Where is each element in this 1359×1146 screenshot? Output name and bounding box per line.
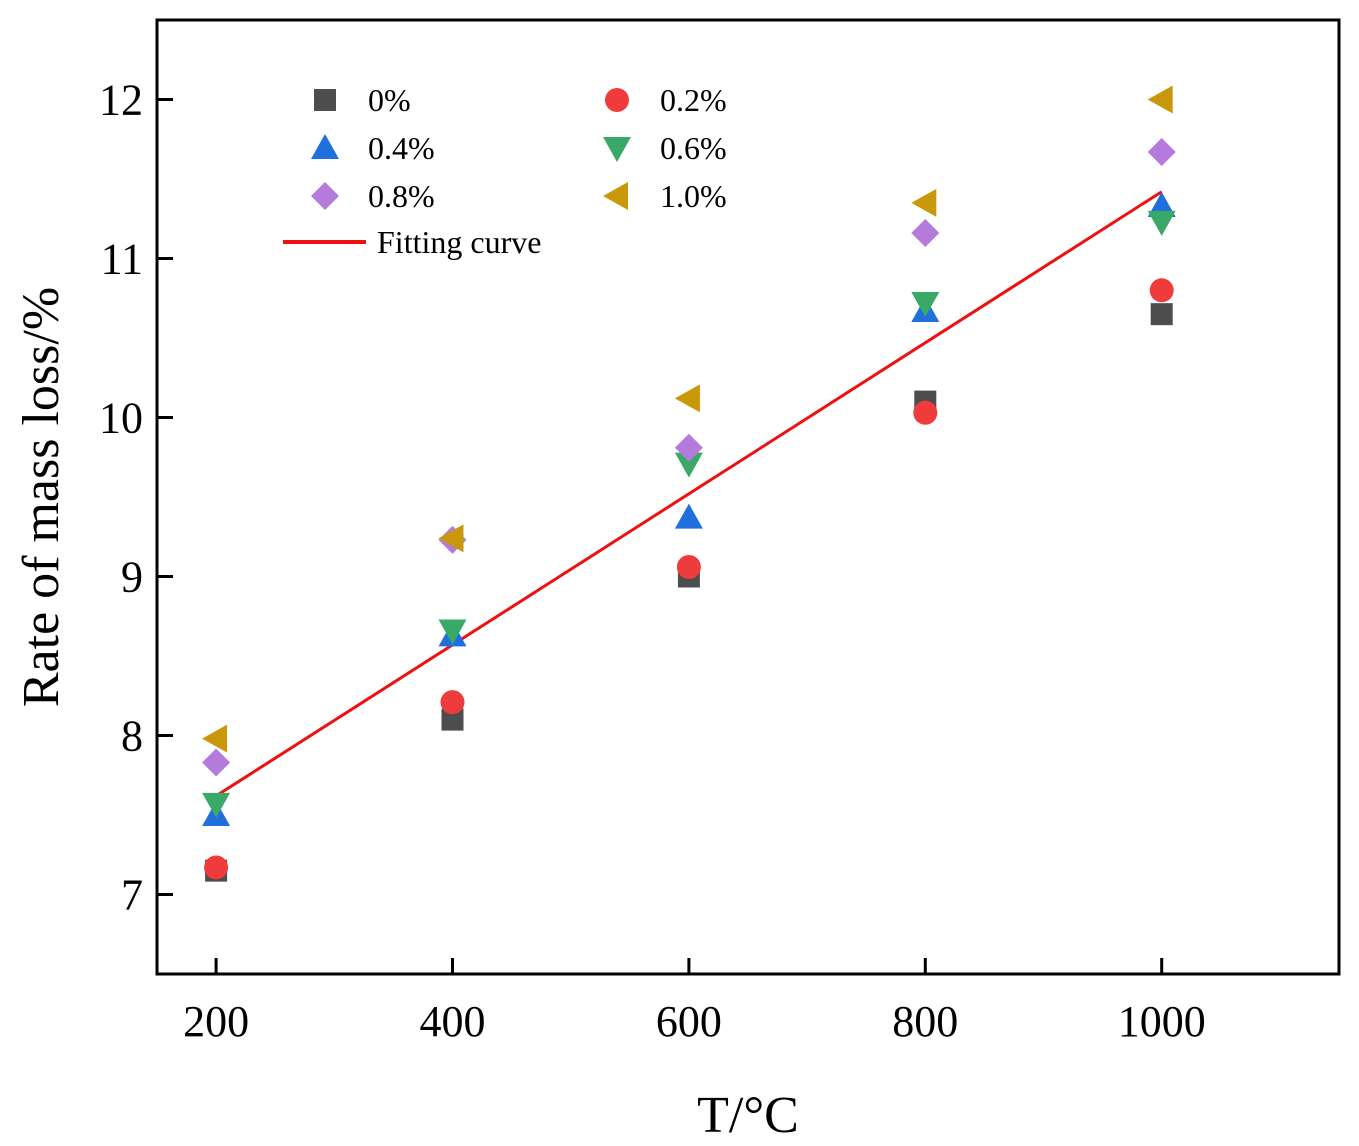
data-point bbox=[440, 690, 465, 715]
data-point bbox=[202, 724, 228, 753]
x-tick-label: 600 bbox=[656, 997, 722, 1046]
data-point bbox=[676, 554, 701, 579]
data-point bbox=[674, 452, 703, 478]
legend-marker bbox=[603, 182, 628, 210]
legend-marker bbox=[311, 134, 339, 159]
y-tick-label: 10 bbox=[99, 394, 143, 443]
series-1.0% bbox=[202, 85, 1173, 753]
x-tick-label: 800 bbox=[892, 997, 958, 1046]
legend-label: 0.8% bbox=[368, 178, 435, 214]
data-point bbox=[202, 748, 231, 777]
series-0.6% bbox=[202, 210, 1176, 818]
series-0.8% bbox=[202, 137, 1176, 777]
legend-label: 0% bbox=[368, 82, 411, 118]
legend-marker bbox=[314, 89, 336, 111]
data-point bbox=[204, 855, 229, 880]
data-point bbox=[1147, 85, 1173, 114]
plot-area-frame bbox=[155, 18, 1341, 976]
data-point bbox=[911, 188, 937, 217]
data-point bbox=[674, 433, 703, 462]
y-tick-label: 11 bbox=[101, 235, 143, 284]
data-point bbox=[674, 503, 703, 529]
y-tick-label: 7 bbox=[121, 871, 143, 920]
data-point bbox=[1149, 278, 1174, 303]
y-tick-label: 9 bbox=[121, 553, 143, 602]
data-points bbox=[202, 85, 1176, 882]
data-point bbox=[438, 619, 467, 645]
legend: 0% 0.2% 0.4% 0.6% 0.8% 1.0% Fitting curve bbox=[283, 82, 727, 260]
series-0% bbox=[205, 303, 1173, 882]
y-axis-title: Rate of mass loss/% bbox=[13, 287, 70, 707]
x-tick-label: 200 bbox=[183, 997, 249, 1046]
y-tick-label: 12 bbox=[99, 76, 143, 125]
x-axis-ticks: 200 400 600 800 1000 bbox=[183, 958, 1206, 1046]
x-tick-label: 400 bbox=[420, 997, 486, 1046]
series-0.2% bbox=[204, 278, 1174, 880]
data-point bbox=[441, 708, 464, 731]
data-point bbox=[911, 292, 940, 318]
y-axis-ticks: 7 8 9 10 11 12 bbox=[99, 76, 173, 920]
data-point bbox=[1147, 210, 1176, 236]
legend-label: 0.4% bbox=[368, 130, 435, 166]
data-point bbox=[1147, 192, 1176, 218]
legend-label: 1.0% bbox=[660, 178, 727, 214]
y-tick-label: 8 bbox=[121, 712, 143, 761]
legend-marker bbox=[605, 88, 629, 112]
data-point bbox=[1147, 137, 1176, 166]
data-point bbox=[438, 524, 464, 553]
data-point bbox=[911, 219, 940, 248]
x-tick-label: 1000 bbox=[1118, 997, 1206, 1046]
legend-marker bbox=[311, 182, 339, 210]
legend-label: 0.2% bbox=[660, 82, 727, 118]
legend-label-fitting-curve: Fitting curve bbox=[377, 224, 541, 260]
x-axis-title: T/°C bbox=[697, 1087, 799, 1144]
data-point bbox=[202, 792, 231, 818]
data-point bbox=[674, 384, 700, 413]
data-point bbox=[1150, 303, 1173, 326]
legend-marker bbox=[603, 137, 631, 162]
legend-label: 0.6% bbox=[660, 130, 727, 166]
fitting-curve-line bbox=[215, 190, 1163, 798]
series-0.4% bbox=[202, 192, 1176, 826]
data-point bbox=[913, 400, 938, 425]
